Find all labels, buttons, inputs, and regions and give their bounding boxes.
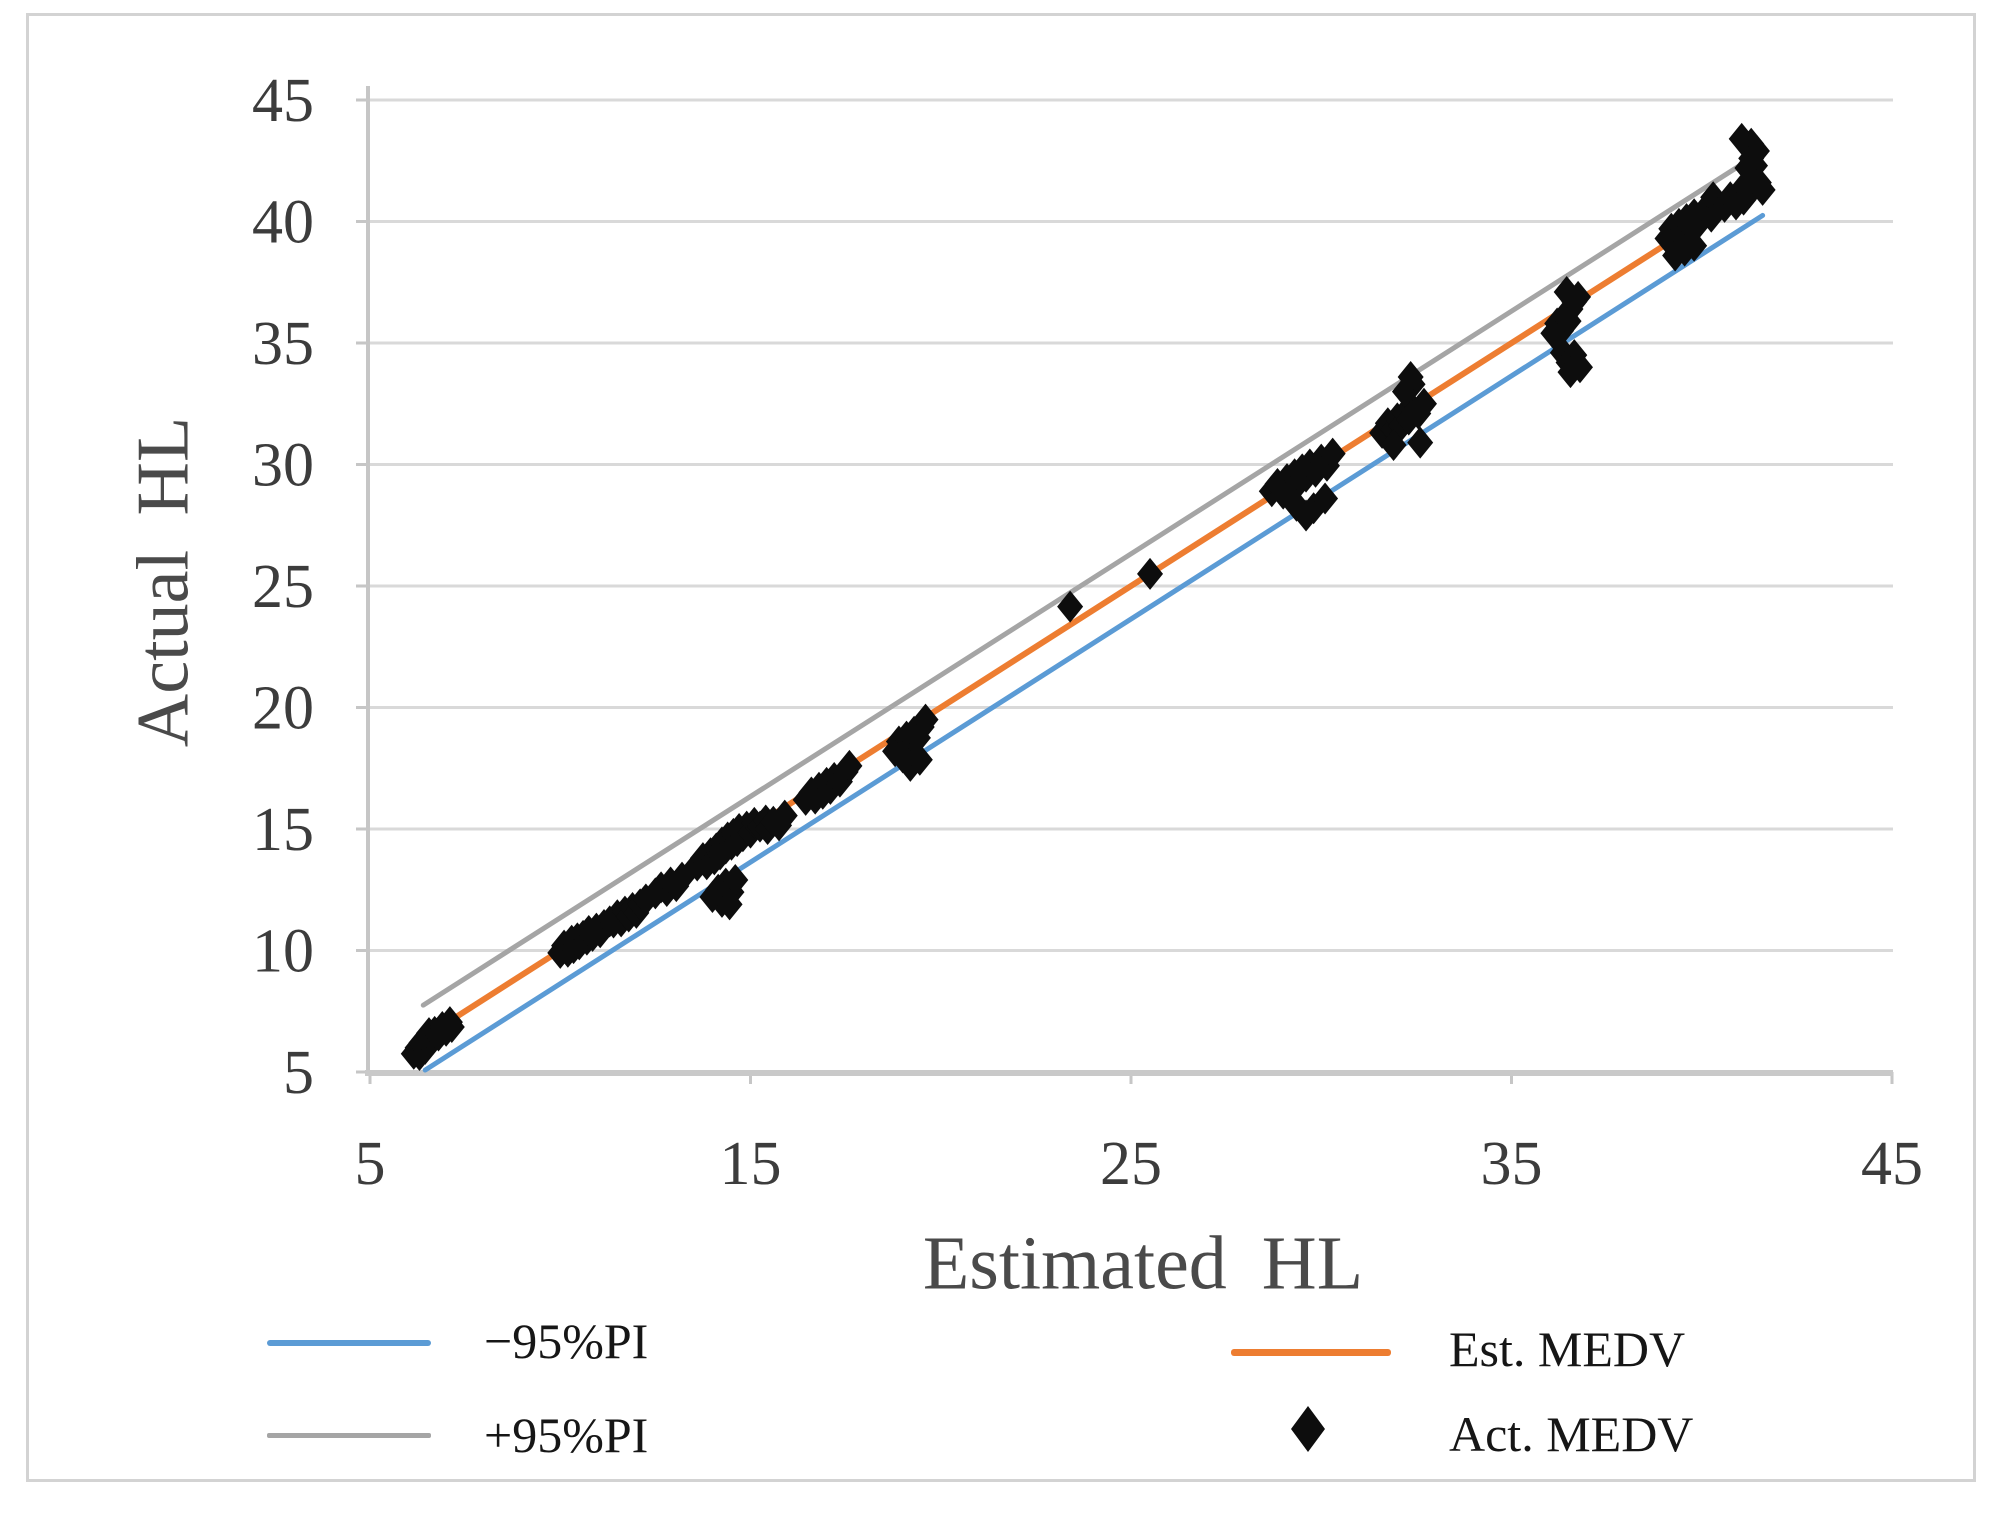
data-point-diamond [1312,482,1339,515]
series-line--95-pi [420,157,1752,1008]
data-point-diamond [438,1011,465,1044]
x-tick-label: 15 [720,1130,782,1198]
legend-label-est-medv: Est. MEDV [1449,1321,1686,1377]
y-axis-title: Actual HL [122,416,205,748]
data-point-diamond [771,799,798,832]
y-tick-label: 30 [252,432,314,500]
y-tick-label: 25 [252,553,314,621]
y-tick-label: 35 [252,310,314,378]
y-tick-label: 40 [252,189,314,257]
data-point-diamond [1407,426,1434,459]
x-tick-label: 5 [355,1130,386,1198]
data-point-diamond [1410,387,1437,420]
data-point-diamond [836,749,863,782]
data-point-diamond [1137,557,1164,590]
minus95pi-line-swatch-icon [267,1340,431,1346]
x-axis-title: Estimated HL [922,1221,1364,1306]
data-point-diamond [1749,173,1776,206]
y-tick-label: 15 [252,796,314,864]
data-point-diamond [1566,351,1593,384]
data-point-diamond [722,864,749,897]
data-point-diamond [1681,229,1708,262]
data-point-diamond [1380,429,1407,462]
series-line--95-pi [422,212,1766,1073]
data-point-diamond [1553,275,1580,308]
figure-border [26,13,1976,1482]
y-tick-label: 10 [252,918,314,986]
legend-label-act-medv: Act. MEDV [1449,1406,1694,1462]
data-point-diamond [716,888,743,921]
x-tick-label: 45 [1861,1130,1923,1198]
data-point-diamond [1293,499,1320,532]
x-tick-label: 35 [1481,1130,1543,1198]
data-point-diamond [906,743,933,776]
y-tick-label: 5 [283,1039,314,1107]
plus95pi-line-swatch-icon [267,1433,431,1438]
legend-label-plus95pi: +95%PI [484,1407,649,1463]
data-point-diamond [1728,122,1755,155]
y-tick-label: 20 [252,675,314,743]
legend-label-minus95pi: −95%PI [484,1313,649,1369]
data-point-diamond [1319,437,1346,470]
est-medv-line-swatch-icon [1231,1349,1391,1356]
data-point-diamond [912,703,939,736]
y-tick-label: 45 [252,67,314,135]
x-tick-label: 25 [1100,1130,1162,1198]
data-point-diamond [1397,361,1424,394]
data-point-diamond [1057,590,1084,623]
